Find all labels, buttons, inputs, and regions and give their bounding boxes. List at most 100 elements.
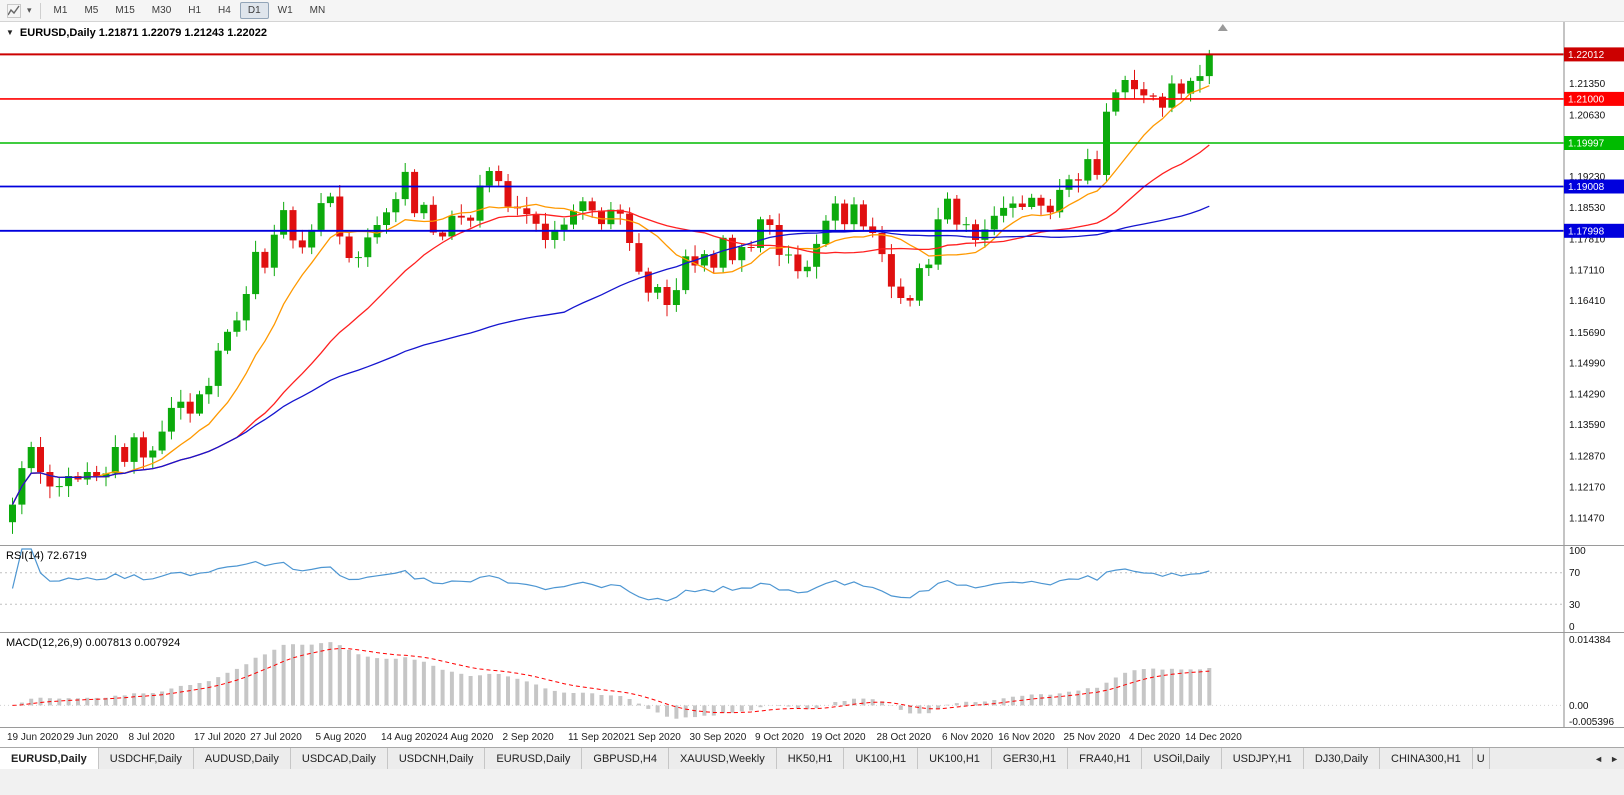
zigzag-chart-icon (7, 3, 21, 18)
tab-dj30-daily[interactable]: DJ30,Daily (1303, 748, 1380, 769)
date-label: 11 Sep 2020 (568, 732, 624, 743)
price-tick-label: 1.11470 (1569, 513, 1605, 524)
chart-tabs: EURUSD,Daily USDCHF,Daily AUDUSD,Daily USDC… (0, 748, 1589, 769)
tab-uk100-h1[interactable]: UK100,H1 (918, 748, 992, 769)
macd-signal-line (12, 647, 1210, 714)
tab-uk100-h1[interactable]: UK100,H1 (844, 748, 919, 769)
svg-text:1.22012: 1.22012 (1568, 50, 1605, 61)
tab-xauusd-weekly[interactable]: XAUUSD,Weekly (668, 748, 777, 769)
tab-eurusd-daily[interactable]: EURUSD,Daily (485, 748, 583, 769)
tab-usdchf-daily[interactable]: USDCHF,Daily (98, 748, 194, 769)
rsi-label: RSI(14) 72.6719 (6, 550, 87, 562)
price-tick-label: 1.17810 (1569, 235, 1606, 246)
tab-hk50-h1[interactable]: HK50,H1 (776, 748, 845, 769)
svg-text:1.19008: 1.19008 (1568, 182, 1605, 193)
date-label: 5 Aug 2020 (315, 732, 367, 743)
rsi-tick-label: 30 (1569, 600, 1581, 611)
date-axis[interactable]: 19 Jun 2020 29 Jun 2020 8 Jul 2020 17 Jul 2… (0, 727, 1624, 747)
tab-fra40-h1[interactable]: FRA40,H1 (1068, 748, 1143, 769)
price-tag-1.22012: 1.22012 (1564, 47, 1624, 62)
timeframe-h1-button[interactable]: H1 (188, 5, 202, 16)
price-tag-1.19997: 1.19997 (1564, 136, 1624, 150)
price-tick-label: 1.14290 (1569, 389, 1606, 400)
dropdown-arrow-icon[interactable]: ▾ (27, 5, 32, 15)
date-label: 14 Aug 2020 (381, 732, 438, 743)
macd-tick-label: -0.005396 (1569, 717, 1614, 727)
price-tick-label: 1.19230 (1569, 172, 1606, 183)
tab-audusd-daily[interactable]: AUDUSD,Daily (193, 748, 291, 769)
date-label: 2 Sep 2020 (502, 732, 554, 743)
tab-scroll-controls: ◄ ► (1589, 748, 1624, 769)
tab-ger30-h1[interactable]: GER30,H1 (991, 748, 1069, 769)
date-label: 29 Jun 2020 (63, 732, 119, 743)
status-bar (0, 769, 1624, 795)
tab-usoil-daily[interactable]: USOil,Daily (1142, 748, 1222, 769)
date-label: 17 Jul 2020 (194, 732, 246, 743)
tab-eurusd-daily[interactable]: EURUSD,Daily (0, 748, 99, 769)
price-tick-label: 1.21350 (1569, 79, 1606, 90)
date-label: 30 Sep 2020 (689, 732, 747, 743)
tab-usdjpy-h1[interactable]: USDJPY,H1 (1221, 748, 1304, 769)
price-tick-label: 1.12870 (1569, 452, 1606, 463)
ma-10-line (11, 85, 1210, 505)
timeframe-w1-button[interactable]: W1 (277, 5, 293, 16)
tab-gbpusd-h4[interactable]: GBPUSD,H4 (582, 748, 669, 769)
chart-shift-marker[interactable] (1217, 24, 1228, 31)
main-chart-panel: 1.220501.213501.206301.199301.192301.185… (0, 22, 1624, 545)
date-label: 6 Nov 2020 (942, 732, 994, 743)
svg-text:1.21000: 1.21000 (1568, 94, 1605, 105)
price-tick-label: 1.13590 (1569, 420, 1606, 431)
timeframe-m1-button[interactable]: M1 (53, 5, 68, 16)
timeframe-m30-button[interactable]: M30 (151, 5, 172, 16)
tabs-scroll-right-icon[interactable]: ► (1610, 753, 1619, 764)
price-tick-label: 1.16410 (1569, 296, 1606, 307)
price-tick-label: 1.15690 (1569, 328, 1606, 339)
date-label: 25 Nov 2020 (1063, 732, 1121, 743)
macd-panel: 0.014384 0.00 -0.005396 MACD(12,26,9) 0.00… (0, 632, 1624, 727)
top-toolbar: ▾ M1 M5 M15 M30 H1 H4 D1 W1 MN (0, 0, 1624, 22)
rsi-canvas[interactable]: 100 70 30 0 (0, 546, 1624, 632)
tab-usdcad-daily[interactable]: USDCAD,Daily (290, 748, 388, 769)
timeframe-h4-button[interactable]: H4 (218, 5, 231, 16)
macd-tick-label: 0.014384 (1569, 635, 1611, 646)
date-label: 4 Dec 2020 (1129, 732, 1181, 743)
date-label: 8 Jul 2020 (128, 732, 175, 743)
timeframe-mn-button[interactable]: MN (309, 5, 326, 16)
date-label: 28 Oct 2020 (876, 732, 932, 743)
price-tag-1.19008: 1.19008 (1564, 179, 1624, 194)
toolbar-separator (39, 2, 41, 19)
quote-collapse-icon[interactable]: ▼ (6, 28, 14, 37)
date-label: 14 Dec 2020 (1185, 732, 1242, 743)
macd-tick-label: 0.00 (1569, 701, 1589, 712)
chart-title: ▼ EURUSD,Daily 1.21871 1.22079 1.21243 1… (6, 27, 267, 39)
tabs-scroll-left-icon[interactable]: ◄ (1594, 753, 1604, 764)
date-label: 27 Jul 2020 (250, 732, 302, 743)
rsi-tick-label: 0 (1569, 622, 1575, 632)
tab-usdcnh-daily[interactable]: USDCNH,Daily (387, 748, 486, 769)
chart-title-text: EURUSD,Daily 1.21871 1.22079 1.21243 1.2… (19, 27, 267, 39)
svg-text:1.19997: 1.19997 (1568, 139, 1605, 150)
price-tick-label: 1.20630 (1569, 111, 1606, 122)
main-chart-canvas[interactable]: 1.220501.213501.206301.199301.192301.185… (0, 22, 1624, 545)
tab-china300-h1[interactable]: CHINA300,H1 (1380, 748, 1473, 769)
rsi-line (11, 548, 1210, 602)
price-tag-1.17998: 1.17998 (1564, 223, 1624, 238)
rsi-panel: 100 70 30 0 RSI(14) 72.6719 (0, 545, 1624, 632)
macd-canvas[interactable]: 0.014384 0.00 -0.005396 (0, 633, 1624, 727)
price-tick-label: 1.17110 (1569, 265, 1605, 276)
rsi-tick-label: 100 (1569, 546, 1586, 557)
chart-window-icon[interactable] (4, 2, 24, 20)
tab-u[interactable]: U (1472, 748, 1490, 769)
price-tick-label: 1.14990 (1569, 359, 1606, 370)
date-label: 21 Sep 2020 (624, 732, 681, 743)
timeframe-m5-button[interactable]: M5 (84, 5, 99, 16)
date-label: 19 Jun 2020 (7, 732, 63, 743)
chart-tab-bar: EURUSD,Daily USDCHF,Daily AUDUSD,Daily USDC… (0, 747, 1624, 769)
date-label: 24 Aug 2020 (437, 732, 494, 743)
svg-text:1.17998: 1.17998 (1568, 226, 1605, 237)
timeframe-d1-button[interactable]: D1 (239, 2, 269, 19)
date-label: 16 Nov 2020 (998, 732, 1055, 743)
price-tag-1.21000: 1.21000 (1564, 91, 1624, 106)
timeframe-m15-button[interactable]: M15 (115, 5, 135, 16)
macd-label: MACD(12,26,9) 0.007813 0.007924 (6, 637, 181, 649)
